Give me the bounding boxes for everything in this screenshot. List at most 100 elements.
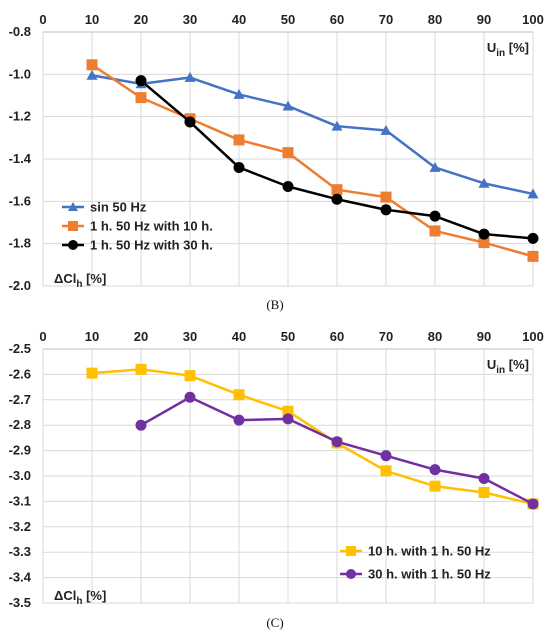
data-point — [429, 464, 441, 476]
y-tick-label: -1.4 — [9, 151, 32, 166]
legend: 10 h. with 1 h. 50 Hz 30 h. with 1 h. 50 … — [340, 544, 491, 582]
series-line — [91, 74, 534, 196]
data-point — [233, 389, 245, 401]
panel-label: (C) — [266, 615, 283, 630]
data-point — [282, 181, 294, 193]
data-point — [233, 88, 245, 99]
data-point — [429, 480, 441, 492]
data-point — [331, 120, 343, 131]
y-axis-label: ΔClh [%] — [54, 588, 106, 607]
data-point — [380, 191, 392, 203]
legend-label: 1 h. 50 Hz with 30 h. — [90, 238, 213, 253]
data-point — [527, 498, 539, 510]
y-tick-label: -3.3 — [9, 544, 31, 559]
data-point — [184, 72, 196, 82]
series-2 — [135, 391, 539, 510]
data-point — [429, 161, 441, 172]
series-1 — [86, 363, 539, 510]
data-point — [86, 69, 98, 80]
data-point — [380, 465, 392, 477]
data-point — [184, 116, 196, 128]
data-point — [478, 228, 490, 240]
data-point — [331, 436, 343, 448]
x-tick-label: 50 — [281, 329, 295, 344]
y-tick-label: -1.6 — [9, 193, 31, 208]
y-tick-label: -3.5 — [9, 595, 31, 610]
x-tick-label: 20 — [134, 329, 148, 344]
data-point — [478, 473, 490, 485]
legend-swatch-marker — [346, 546, 356, 556]
data-point — [527, 250, 539, 262]
data-point — [478, 177, 490, 188]
x-tick-label: 100 — [522, 12, 544, 27]
data-point — [282, 147, 294, 159]
data-point — [331, 193, 343, 205]
data-point — [184, 391, 196, 403]
data-point — [429, 210, 441, 222]
data-point — [380, 204, 392, 216]
x-tick-label: 90 — [477, 12, 491, 27]
y-tick-label: -1.0 — [9, 66, 31, 81]
x-tick-label: 40 — [232, 12, 246, 27]
data-point — [527, 232, 539, 244]
series-1 — [86, 69, 539, 199]
x-tick-label: 60 — [330, 329, 344, 344]
data-point — [282, 413, 294, 425]
data-point — [233, 414, 245, 426]
x-tick-label: 10 — [85, 12, 99, 27]
y-tick-label: -2.7 — [9, 392, 31, 407]
data-point — [233, 134, 245, 146]
chart-panel-2: 0 10 20 30 40 50 60 70 80 90 100 -2.5 -2.6 -2.7 -2.8 -2… — [9, 329, 544, 630]
legend-swatch-marker — [68, 202, 78, 211]
data-point — [380, 450, 392, 462]
data-point — [478, 237, 490, 249]
data-point — [135, 363, 147, 375]
y-tick-label: -2.9 — [9, 443, 31, 458]
y-axis-label: ΔClh [%] — [54, 271, 106, 290]
x-tick-label: 20 — [134, 12, 148, 27]
x-tick-label: 40 — [232, 329, 246, 344]
data-point — [86, 59, 98, 71]
series-line — [91, 63, 534, 258]
legend-label: 1 h. 50 Hz with 10 h. — [90, 219, 213, 234]
data-point — [331, 184, 343, 196]
x-tick-label: 30 — [183, 329, 197, 344]
data-point — [282, 100, 294, 111]
y-tick-label: -2.0 — [9, 278, 31, 293]
data-point — [135, 92, 147, 104]
x-tick-label: 90 — [477, 329, 491, 344]
x-tick-label: 70 — [379, 12, 393, 27]
x-tick-label: 80 — [428, 12, 442, 27]
y-tick-label: -3.4 — [9, 570, 32, 585]
y-tick-label: -1.2 — [9, 109, 31, 124]
legend: sin 50 Hz 1 h. 50 Hz with 10 h. 1 h. 50 Hz… — [62, 200, 213, 253]
x-tick-label: 10 — [85, 329, 99, 344]
data-point — [478, 487, 490, 499]
y-tick-label: -3.1 — [9, 493, 31, 508]
x-tick-label: 0 — [39, 12, 46, 27]
data-point — [380, 124, 392, 135]
legend-label: 10 h. with 1 h. 50 Hz — [368, 544, 491, 559]
series-line — [91, 368, 534, 506]
y-tick-label: -3.2 — [9, 519, 31, 534]
x-tick-label: 70 — [379, 329, 393, 344]
legend-swatch-marker — [68, 221, 78, 231]
y-tick-label: -3.0 — [9, 468, 31, 483]
y-tick-label: -2.5 — [9, 341, 31, 356]
data-point — [282, 405, 294, 417]
x-tick-label: 80 — [428, 329, 442, 344]
legend-label: sin 50 Hz — [90, 200, 147, 215]
chart-panel-1: 0 10 20 30 40 50 60 70 80 90 100 -0.8 -1.0 -1.2 -1.4 -1… — [9, 12, 544, 312]
x-tick-label: 100 — [522, 329, 544, 344]
data-point — [233, 161, 245, 173]
x-tick-label: 60 — [330, 12, 344, 27]
data-point — [527, 188, 539, 199]
data-point — [429, 225, 441, 237]
y-tick-label: -2.6 — [9, 366, 31, 381]
x-axis-label: Uin [%] — [487, 40, 529, 59]
x-axis-label: Uin [%] — [487, 357, 529, 376]
y-tick-label: -1.8 — [9, 236, 31, 251]
legend-swatch-marker — [346, 569, 356, 579]
series-2 — [86, 59, 539, 262]
